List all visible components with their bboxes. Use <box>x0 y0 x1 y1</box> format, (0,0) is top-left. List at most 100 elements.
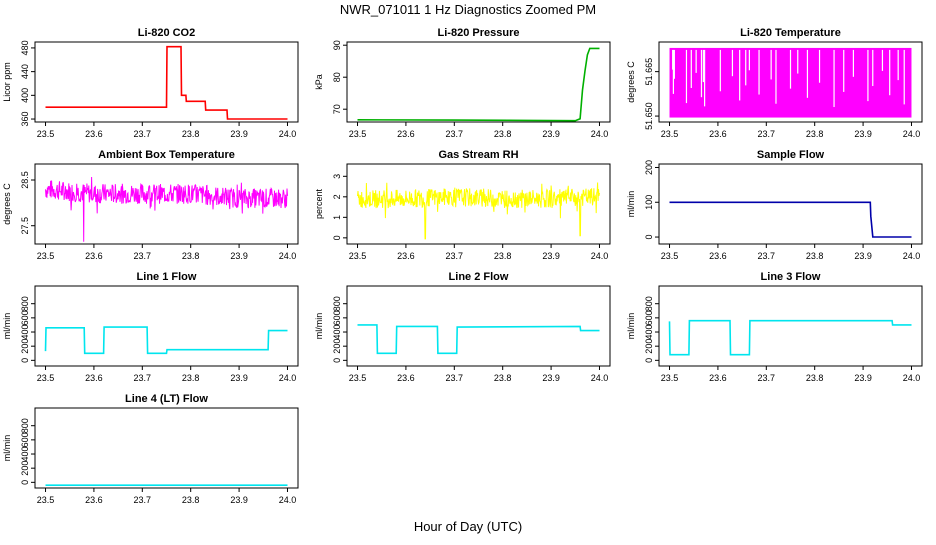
x-tick-label: 23.6 <box>85 495 103 505</box>
x-tick-label: 23.5 <box>661 129 679 139</box>
series-line <box>45 176 288 242</box>
x-tick-label: 23.6 <box>397 129 415 139</box>
y-tick-label: 200 <box>644 160 654 175</box>
x-tick-label: 23.7 <box>758 129 776 139</box>
y-tick-label: 480 <box>20 40 30 55</box>
x-tick-label: 23.7 <box>134 495 152 505</box>
x-tick-label: 23.8 <box>182 495 200 505</box>
y-tick-label: 600 <box>644 310 654 325</box>
panel-line4: Line 4 (LT) Flow ml/min 23.5 23.6 23.7 23.8 23… <box>2 393 299 505</box>
y-tick-label: 0 <box>20 358 30 363</box>
panel-line1: Line 1 Flow ml/min 23.5 23.6 23.7 23.8 23.9 24.… <box>2 271 299 383</box>
panel-title: Ambient Box Temperature <box>98 149 235 161</box>
panel-pressure: Li-820 Pressure kPa 23.5 23.6 23.7 23.8 23.9 24… <box>314 27 611 139</box>
x-tick-label: 24.0 <box>279 251 297 261</box>
y-axis-label: ml/min <box>626 313 636 340</box>
y-tick-label: 200 <box>20 339 30 354</box>
series-line <box>669 201 912 238</box>
plot-frame <box>34 407 299 489</box>
x-tick-label: 23.7 <box>446 129 464 139</box>
x-tick-label: 23.9 <box>542 373 560 383</box>
y-tick-label: 600 <box>20 432 30 447</box>
x-tick-label: 24.0 <box>591 373 609 383</box>
x-tick-label: 23.6 <box>397 373 415 383</box>
series-line <box>668 319 912 356</box>
panel-title: Line 1 Flow <box>137 271 197 283</box>
x-tick-label: 23.6 <box>85 373 103 383</box>
y-tick-label: 51.665 <box>644 58 654 86</box>
x-tick-label: 23.6 <box>709 373 727 383</box>
y-tick-label: 600 <box>332 310 342 325</box>
x-tick-label: 23.7 <box>446 373 464 383</box>
x-tick-label: 23.9 <box>854 251 872 261</box>
x-tick-label: 23.5 <box>37 373 55 383</box>
x-tick-label: 23.8 <box>494 251 512 261</box>
plot-frame <box>34 163 299 245</box>
x-tick-label: 23.8 <box>806 251 824 261</box>
x-tick-label: 23.8 <box>182 251 200 261</box>
x-tick-label: 24.0 <box>591 251 609 261</box>
y-tick-label: 0 <box>644 235 654 240</box>
y-axis-label: kPa <box>314 74 324 90</box>
y-tick-label: 2 <box>332 194 342 199</box>
x-tick-label: 23.5 <box>37 495 55 505</box>
panel-title: Line 2 Flow <box>449 271 509 283</box>
series-rh <box>357 182 600 240</box>
plot-frame <box>34 285 299 367</box>
y-tick-label: 100 <box>644 195 654 210</box>
x-tick-label: 23.8 <box>494 129 512 139</box>
y-tick-label: 800 <box>644 296 654 311</box>
y-tick-label: 400 <box>20 447 30 462</box>
panel-co2: Li-820 CO2 Licor ppm 23.5 23.6 23.7 23.8 23.9 2… <box>2 27 299 139</box>
plot-frame <box>346 163 611 245</box>
plot-frame <box>658 163 923 245</box>
panel-title: Line 4 (LT) Flow <box>125 393 208 405</box>
panel-title: Line 3 Flow <box>761 271 821 283</box>
x-tick-label: 23.6 <box>709 129 727 139</box>
x-tick-label: 23.7 <box>134 373 152 383</box>
series-line2 <box>357 324 600 355</box>
series-line1 <box>44 326 288 355</box>
series-line <box>357 324 600 355</box>
series-line <box>357 182 600 240</box>
x-tick-label: 24.0 <box>279 129 297 139</box>
x-tick-label: 24.0 <box>591 129 609 139</box>
plot-frame <box>658 41 923 123</box>
x-tick-label: 23.5 <box>349 251 367 261</box>
panel-line2: Line 2 Flow ml/min 23.5 23.6 23.7 23.8 23.9 24.… <box>314 271 611 383</box>
y-axis-label: percent <box>314 188 324 219</box>
plot-frame <box>34 41 299 123</box>
x-tick-label: 23.6 <box>397 251 415 261</box>
x-tick-label: 23.9 <box>542 129 560 139</box>
y-axis-label: degrees C <box>626 61 636 103</box>
x-tick-label: 23.9 <box>230 495 248 505</box>
y-tick-label: 70 <box>332 104 342 114</box>
panel-title: Sample Flow <box>757 149 825 161</box>
y-axis-label: ml/min <box>2 313 12 340</box>
x-tick-label: 23.7 <box>134 129 152 139</box>
y-tick-label: 200 <box>332 339 342 354</box>
series-sample <box>669 201 912 238</box>
y-tick-label: 800 <box>20 296 30 311</box>
y-tick-label: 3 <box>332 174 342 179</box>
y-tick-label: 440 <box>20 64 30 79</box>
y-tick-label: 200 <box>644 339 654 354</box>
y-tick-label: 90 <box>332 40 342 50</box>
x-tick-label: 23.5 <box>661 373 679 383</box>
panel-title: Li-820 Temperature <box>740 27 841 39</box>
x-tick-label: 23.9 <box>230 373 248 383</box>
figure-title: NWR_071011 1 Hz Diagnostics Zoomed PM <box>340 2 596 17</box>
x-tick-label: 23.5 <box>37 129 55 139</box>
series-ambient <box>45 176 288 242</box>
x-tick-label: 24.0 <box>279 495 297 505</box>
x-tick-label: 23.9 <box>542 251 560 261</box>
panel-rh: Gas Stream RH percent 23.5 23.6 23.7 23.8 23.9… <box>314 149 611 261</box>
y-tick-label: 800 <box>20 418 30 433</box>
y-axis-label: degrees C <box>2 183 12 225</box>
x-tick-label: 23.7 <box>134 251 152 261</box>
y-tick-label: 600 <box>20 310 30 325</box>
y-tick-label: 0 <box>20 480 30 485</box>
y-tick-label: 0 <box>332 235 342 240</box>
